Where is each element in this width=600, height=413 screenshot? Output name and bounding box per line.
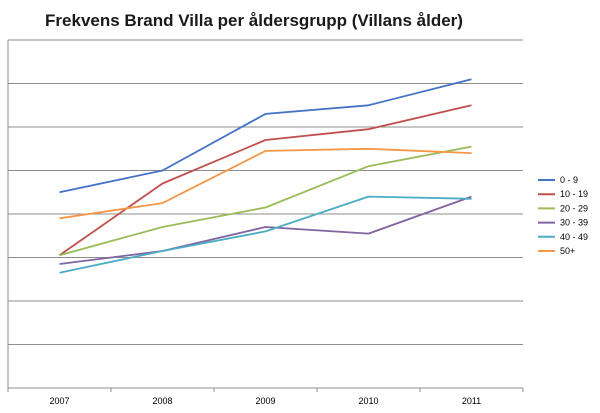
axes	[7, 40, 524, 392]
chart-title: Frekvens Brand Villa per åldersgrupp (Vi…	[45, 11, 463, 30]
legend-label: 10 - 19	[560, 189, 588, 199]
x-tick-label: 2010	[358, 396, 378, 406]
x-tick-label: 2007	[49, 396, 69, 406]
legend-label: 20 - 29	[560, 203, 588, 213]
legend-label: 30 - 39	[560, 218, 588, 228]
legend-label: 40 - 49	[560, 232, 588, 242]
series-line-2	[58, 104, 472, 257]
x-tick-label: 2008	[152, 396, 172, 406]
series-line-6	[59, 147, 472, 220]
legend-label: 50+	[560, 246, 575, 256]
x-tick-label: 2011	[462, 396, 481, 406]
series-line-1	[59, 78, 472, 194]
legend-label: 0 - 9	[560, 175, 578, 185]
series-line-3	[59, 145, 472, 257]
x-tick-labels: 2007 2008 2009 2010 2011	[49, 396, 481, 406]
series-line-5	[59, 195, 472, 274]
legend: 0 - 9 10 - 19 20 - 29 30 - 39 40 - 49 50+	[538, 175, 588, 256]
series-lines	[58, 78, 472, 274]
x-tick-label: 2009	[255, 396, 275, 406]
series-line-4	[59, 195, 472, 265]
